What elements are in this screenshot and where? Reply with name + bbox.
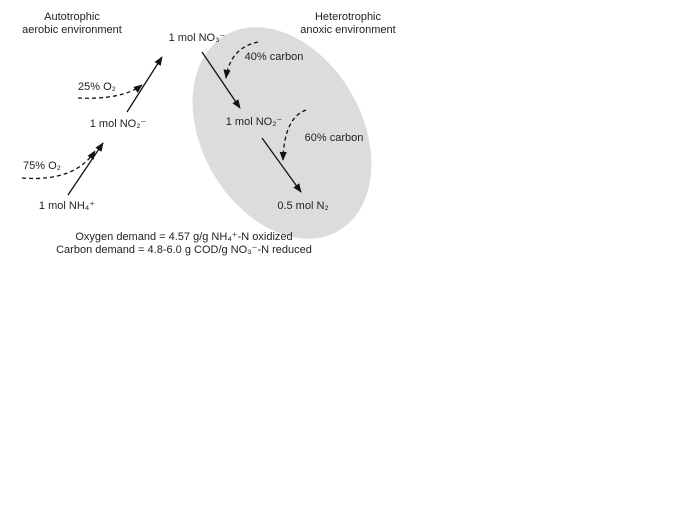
node: 1 mol NO₂⁻	[226, 116, 283, 128]
node: 1 mol NH₄⁺	[39, 200, 95, 212]
dashed-arrow	[279, 109, 307, 161]
input: 75% O₂	[23, 160, 61, 172]
arrow	[261, 137, 302, 193]
anoxic-zone	[192, 27, 372, 239]
heading: aerobic environment	[22, 24, 122, 36]
node: 0.5 mol N₂	[277, 200, 328, 212]
heading: Heterotrophic	[315, 11, 382, 23]
node: 1 mol NO₂⁻	[90, 118, 147, 130]
input: 40% carbon	[245, 51, 304, 63]
arrow	[126, 56, 163, 113]
heading: anoxic environment	[300, 24, 395, 36]
input: 60% carbon	[305, 132, 364, 144]
dashed-arrow	[77, 84, 143, 99]
arrow	[201, 51, 241, 109]
note: Carbon demand = 4.8-6.0 g COD/g NO₃⁻-N r…	[56, 244, 312, 256]
node: 1 mol NO₃⁻	[169, 32, 226, 44]
note: Oxygen demand = 4.57 g/g NH₄⁺-N oxidized	[75, 231, 292, 243]
dashed-arrow	[21, 150, 96, 180]
arrow	[67, 142, 104, 196]
heading: Autotrophic	[44, 11, 100, 23]
input: 25% O₂	[78, 81, 116, 93]
